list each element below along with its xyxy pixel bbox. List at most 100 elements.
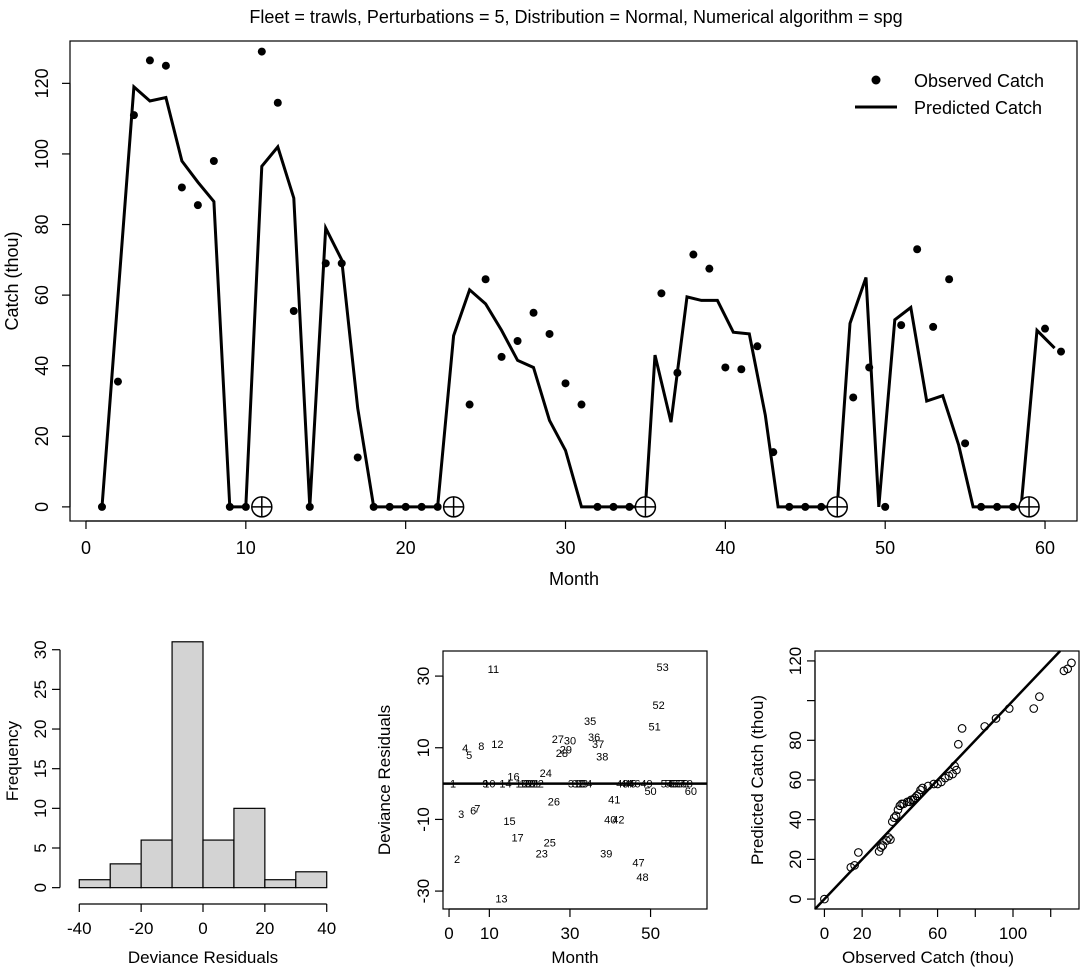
main-x-tick-label: 20 — [396, 538, 416, 558]
qq-point — [850, 860, 859, 870]
observed-catch-point — [881, 502, 890, 511]
residual-point-label: 8 — [478, 741, 484, 753]
observed-catch-point — [145, 56, 154, 65]
qq-y-tick-label: 60 — [786, 771, 805, 790]
observed-catch-point — [657, 289, 666, 298]
qq-point — [1004, 704, 1014, 713]
observed-catch-point — [497, 352, 506, 361]
main-x-axis-label: Month — [549, 569, 599, 589]
residual-point-label: 20 — [524, 779, 536, 791]
histogram-y-tick-label: 10 — [31, 799, 50, 818]
qq-point — [923, 781, 933, 791]
main-x-axis: 0 10 20 30 40 50 60 — [81, 520, 1055, 558]
residuals-y-axis-label: Deviance Residuals — [375, 705, 394, 855]
main-x-tick-label: 50 — [875, 538, 895, 558]
residual-point-label: 23 — [536, 848, 548, 860]
observed-catch-point — [817, 502, 826, 511]
qq-point — [952, 765, 961, 775]
residual-point-label: 17 — [511, 832, 523, 844]
observed-catch-point — [97, 502, 106, 511]
residual-point-label: 3 — [458, 809, 464, 821]
observed-catch-point — [401, 502, 410, 511]
residuals-x-tick-label: 10 — [480, 924, 499, 943]
histogram-y-tick-label: 25 — [31, 680, 50, 699]
main-x-tick-label: 30 — [555, 538, 575, 558]
observed-catch-point — [337, 259, 346, 268]
qq-point — [1067, 658, 1076, 668]
residual-point-label: 56 — [669, 779, 681, 791]
qq-plot-frame — [814, 650, 1080, 910]
qq-point — [884, 833, 893, 842]
observed-catch-point — [705, 264, 714, 273]
observed-catch-point — [305, 502, 314, 511]
main-x-tick-label: 60 — [1035, 538, 1055, 558]
legend-observed-label: Observed Catch — [914, 71, 1044, 91]
observed-catch-point — [865, 363, 874, 372]
histogram-bar — [140, 839, 173, 889]
histogram-x-tick-label: -20 — [129, 919, 154, 938]
main-series — [97, 47, 1066, 518]
observed-catch-point — [273, 98, 282, 107]
qq-x-tick-label: 60 — [928, 924, 947, 943]
observed-catch-point — [545, 329, 554, 338]
residual-point-label: 34 — [580, 779, 592, 791]
residual-point-label: 39 — [600, 848, 612, 860]
observed-catch-point — [753, 342, 762, 351]
qq-point — [916, 785, 925, 795]
observed-catch-point — [977, 502, 986, 511]
residual-point-label: 55 — [665, 779, 677, 791]
histogram-y-tick-label: 20 — [31, 720, 50, 739]
residual-point-label: 2 — [454, 854, 460, 866]
histogram-y-axis: 0 5 10 15 20 25 30 — [31, 640, 61, 892]
qq-x-axis: 0 20 60 100 — [820, 908, 1052, 943]
residuals-x-tick-label: 50 — [641, 924, 660, 943]
qq-point — [980, 722, 990, 731]
observed-catch-point — [913, 245, 922, 254]
main-y-axis-label: Catch (thou) — [2, 231, 22, 330]
residuals-y-axis: -30 -10 10 30 — [414, 667, 444, 903]
residual-point-label: 26 — [548, 797, 560, 809]
histogram-bar — [233, 807, 266, 889]
residual-point-label: 38 — [596, 752, 608, 764]
residual-point-label: 40 — [604, 814, 616, 826]
residuals-y-tick-label: -10 — [414, 807, 433, 832]
residual-point-label: 9 — [482, 779, 488, 791]
legend-observed-marker — [871, 75, 881, 85]
circled-plus-marker — [634, 496, 657, 518]
residual-point-label: 36 — [588, 732, 600, 744]
observed-catch-point — [689, 250, 698, 259]
observed-catch-point — [481, 275, 490, 284]
residual-point-label: 45 — [624, 779, 636, 791]
observed-catch-point — [577, 400, 586, 409]
qq-x-tick-label: 100 — [999, 924, 1027, 943]
circled-plus-marker — [1018, 496, 1040, 518]
qq-point — [878, 841, 888, 850]
histogram-y-tick-label: 30 — [31, 640, 50, 659]
residual-point-label: 10 — [483, 779, 495, 791]
qq-series — [814, 650, 1076, 910]
observed-catch-point — [721, 363, 730, 372]
main-y-tick-label: 0 — [32, 502, 52, 512]
residual-point-label: 58 — [677, 779, 689, 791]
residual-point-label: 19 — [520, 779, 532, 791]
observed-catch-point — [209, 157, 218, 165]
observed-catch-point — [961, 439, 970, 448]
qq-y-tick-label: 120 — [786, 647, 805, 675]
histogram-y-tick-label: 0 — [31, 883, 50, 892]
qq-point — [1029, 704, 1039, 713]
observed-catch-point — [113, 377, 122, 386]
residual-point-label: 6 — [470, 805, 476, 817]
qq-point — [854, 848, 863, 857]
observed-catch-point — [593, 502, 602, 511]
residual-point-label: 30 — [564, 736, 576, 748]
qq-point — [957, 724, 967, 733]
residual-point-label: 16 — [507, 771, 519, 783]
observed-catch-point — [385, 502, 394, 511]
observed-catch-point — [993, 502, 1002, 511]
histogram-y-tick-label: 15 — [31, 759, 50, 778]
histogram-bar — [295, 871, 328, 889]
observed-catch-point — [785, 502, 794, 511]
residual-point-label: 59 — [681, 779, 693, 791]
observed-catch-point — [1057, 347, 1066, 356]
residual-point-label: 53 — [657, 662, 669, 674]
